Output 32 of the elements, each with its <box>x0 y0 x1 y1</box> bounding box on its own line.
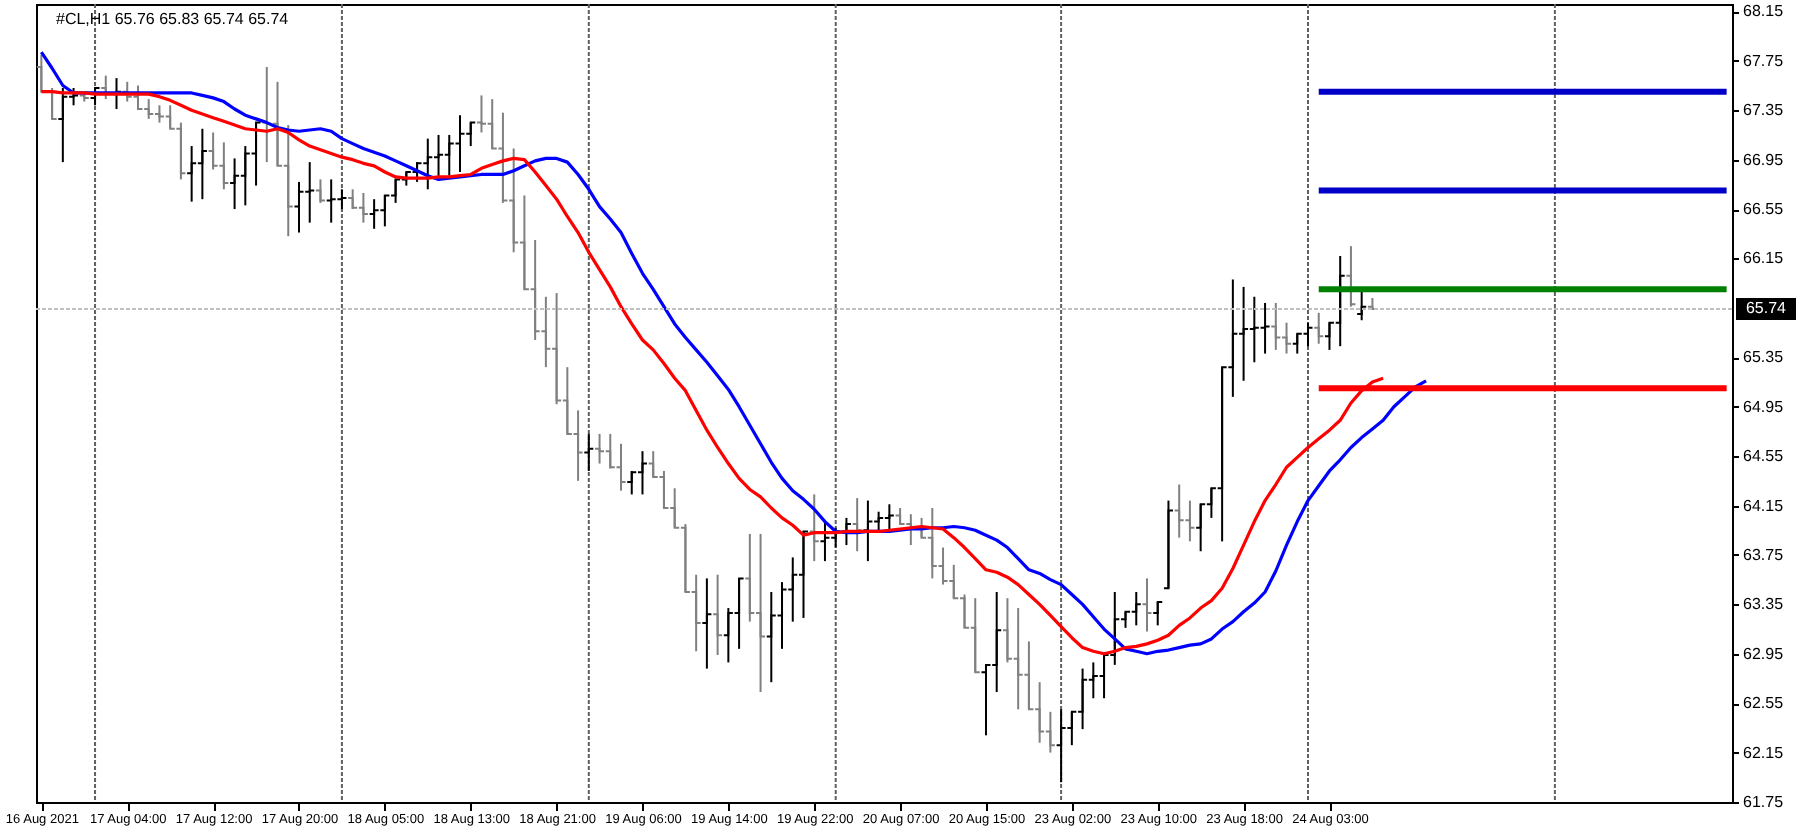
candlestick <box>36 53 47 93</box>
y-tick-label: 67.75 <box>1743 51 1785 70</box>
y-tick-label: 66.95 <box>1743 150 1785 169</box>
candlestick <box>712 573 724 656</box>
y-tick-label: 66.55 <box>1743 200 1785 219</box>
y-tick-label: 61.75 <box>1743 793 1785 811</box>
candlestick <box>808 493 820 563</box>
y-tick-label: 68.15 <box>1743 2 1785 21</box>
y-tick-label: 64.15 <box>1743 496 1785 515</box>
y-tick-label: 62.55 <box>1743 694 1785 713</box>
candlestick <box>701 577 713 670</box>
chart-title: #CL,H1 65.76 65.83 65.74 65.74 <box>56 10 290 28</box>
y-tick-label: 67.35 <box>1743 101 1785 120</box>
ref-line-label: 65.74 <box>1745 299 1788 318</box>
candlestick <box>1345 245 1357 308</box>
y-tick-label: 63.35 <box>1743 595 1785 614</box>
y-tick-label: 64.55 <box>1743 447 1785 466</box>
candlestick <box>1313 311 1325 345</box>
y-tick-label: 62.15 <box>1743 743 1785 762</box>
candlestick <box>819 520 831 563</box>
y-tick-label: 66.15 <box>1743 249 1785 268</box>
candlestick <box>1162 499 1174 590</box>
y-tick-label: 62.95 <box>1743 644 1785 663</box>
y-tick-label: 63.75 <box>1743 545 1785 564</box>
candlestick <box>583 432 595 472</box>
y-tick-label: 65.35 <box>1743 348 1785 367</box>
candlestick <box>1152 600 1164 627</box>
candlestick <box>1356 288 1368 322</box>
candlestick <box>314 178 326 204</box>
candlestick <box>1141 577 1153 633</box>
candlestick <box>46 87 58 120</box>
y-tick-label: 64.95 <box>1743 397 1785 416</box>
